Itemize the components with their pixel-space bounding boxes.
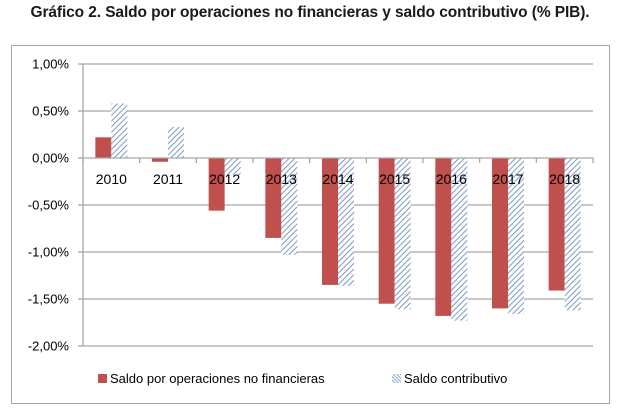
bar-2010-saldo-operaciones [95,137,112,158]
bar-2013-saldo-operaciones [265,158,282,238]
bar-2011-saldo-contributivo [168,126,184,158]
x-tick-label: 2010 [96,171,127,187]
x-tick-label: 2017 [492,171,523,187]
legend-swatch-solid [98,374,107,383]
y-tick-label: 0,50% [32,104,69,119]
legend-swatch-hatched [392,374,401,383]
bar-2014-saldo-operaciones [322,158,338,285]
x-tick-label: 2018 [549,171,580,187]
bar-2017-saldo-contributivo [508,158,524,315]
chart-title: Gráfico 2. Saldo por operaciones no fina… [30,4,590,21]
y-tick-label: 0,00% [32,151,69,166]
x-tick-label: 2014 [322,171,353,187]
x-tick-label: 2012 [209,171,240,187]
x-tick-label: 2011 [153,171,183,187]
bar-2016-saldo-operaciones [435,158,452,316]
x-tick-label: 2015 [379,171,410,187]
bar-2012-saldo-contributivo [224,158,241,175]
bar-2017-saldo-operaciones [492,158,508,309]
bar-2015-saldo-operaciones [378,158,395,304]
bar-2013-saldo-contributivo [281,158,298,255]
y-tick-label: -2,00% [28,339,70,354]
legend-item-series-1: Saldo por operaciones no financieras [98,371,325,386]
y-tick-label: -1,50% [28,292,70,307]
chart-legend: Saldo por operaciones no financieras Sal… [0,371,620,391]
bar-2014-saldo-contributivo [338,158,354,286]
y-tick-label: -1,00% [28,245,70,260]
bar-2018-saldo-contributivo [564,158,581,311]
x-tick-label: 2013 [266,171,297,187]
y-tick-label: -0,50% [28,198,70,213]
x-tick-label: 2016 [436,171,467,187]
legend-item-series-2: Saldo contributivo [392,371,507,386]
y-tick-label: 1,00% [32,57,69,72]
bar-2010-saldo-contributivo [111,103,128,158]
bar-2012-saldo-operaciones [208,158,225,211]
bar-2018-saldo-operaciones [548,158,565,291]
bar-2015-saldo-contributivo [394,158,411,310]
bar-2016-saldo-contributivo [451,158,468,321]
legend-label: Saldo contributivo [404,371,508,386]
bar-2011-saldo-operaciones [152,158,168,162]
chart-frame [11,45,610,404]
legend-label: Saldo por operaciones no financieras [110,371,325,386]
